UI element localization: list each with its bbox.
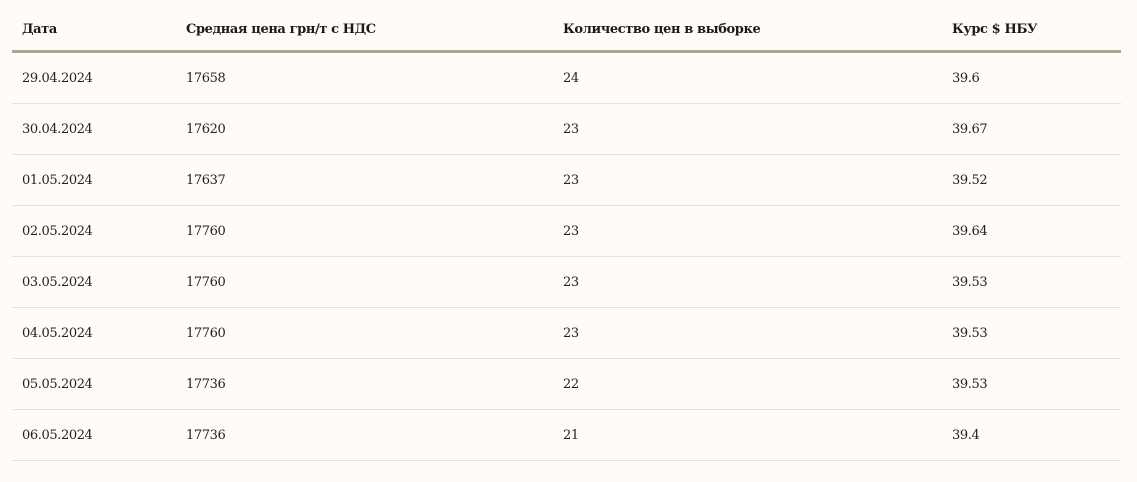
cell-price-count: 24	[553, 51, 942, 104]
cell-date: 02.05.2024	[12, 205, 176, 257]
cell-price-count: 23	[553, 154, 942, 206]
cell-exchange-rate: 39.53	[942, 358, 1121, 410]
cell-price-count: 23	[553, 205, 942, 257]
cell-avg-price: 17760	[176, 256, 553, 308]
cell-avg-price: 17736	[176, 409, 553, 461]
cell-avg-price: 17658	[176, 51, 553, 104]
cell-avg-price: 17760	[176, 307, 553, 359]
cell-avg-price: 17736	[176, 358, 553, 410]
cell-date: 05.05.2024	[12, 358, 176, 410]
cell-exchange-rate: 39.53	[942, 256, 1121, 308]
header-exchange-rate: Курс $ НБУ	[942, 8, 1121, 53]
cell-exchange-rate: 39.6	[942, 51, 1121, 104]
table-header-row: Дата Средная цена грн/т с НДС Количество…	[12, 8, 1121, 53]
cell-date: 03.05.2024	[12, 256, 176, 308]
cell-price-count: 23	[553, 256, 942, 308]
table-row: 02.05.2024 17760 23 39.64	[12, 205, 1121, 257]
cell-avg-price: 17760	[176, 205, 553, 257]
table-row: 29.04.2024 17658 24 39.6	[12, 51, 1121, 104]
table-row: 03.05.2024 17760 23 39.53	[12, 256, 1121, 308]
cell-price-count: 23	[553, 103, 942, 155]
table-row: 04.05.2024 17760 23 39.53	[12, 307, 1121, 359]
cell-date: 30.04.2024	[12, 103, 176, 155]
cell-date: 04.05.2024	[12, 307, 176, 359]
header-date: Дата	[12, 8, 176, 53]
cell-avg-price: 17620	[176, 103, 553, 155]
cell-avg-price: 17637	[176, 154, 553, 206]
cell-date: 29.04.2024	[12, 51, 176, 104]
cell-exchange-rate: 39.52	[942, 154, 1121, 206]
cell-date: 01.05.2024	[12, 154, 176, 206]
cell-exchange-rate: 39.53	[942, 307, 1121, 359]
cell-exchange-rate: 39.64	[942, 205, 1121, 257]
table-row: 05.05.2024 17736 22 39.53	[12, 358, 1121, 410]
cell-exchange-rate: 39.67	[942, 103, 1121, 155]
table-row: 30.04.2024 17620 23 39.67	[12, 103, 1121, 155]
table-row: 06.05.2024 17736 21 39.4	[12, 409, 1121, 461]
cell-price-count: 23	[553, 307, 942, 359]
table-row: 01.05.2024 17637 23 39.52	[12, 154, 1121, 206]
header-price-count: Количество цен в выборке	[553, 8, 942, 53]
cell-price-count: 21	[553, 409, 942, 461]
cell-date: 06.05.2024	[12, 409, 176, 461]
cell-price-count: 22	[553, 358, 942, 410]
header-avg-price: Средная цена грн/т с НДС	[176, 8, 553, 53]
cell-exchange-rate: 39.4	[942, 409, 1121, 461]
price-table: Дата Средная цена грн/т с НДС Количество…	[12, 8, 1121, 461]
